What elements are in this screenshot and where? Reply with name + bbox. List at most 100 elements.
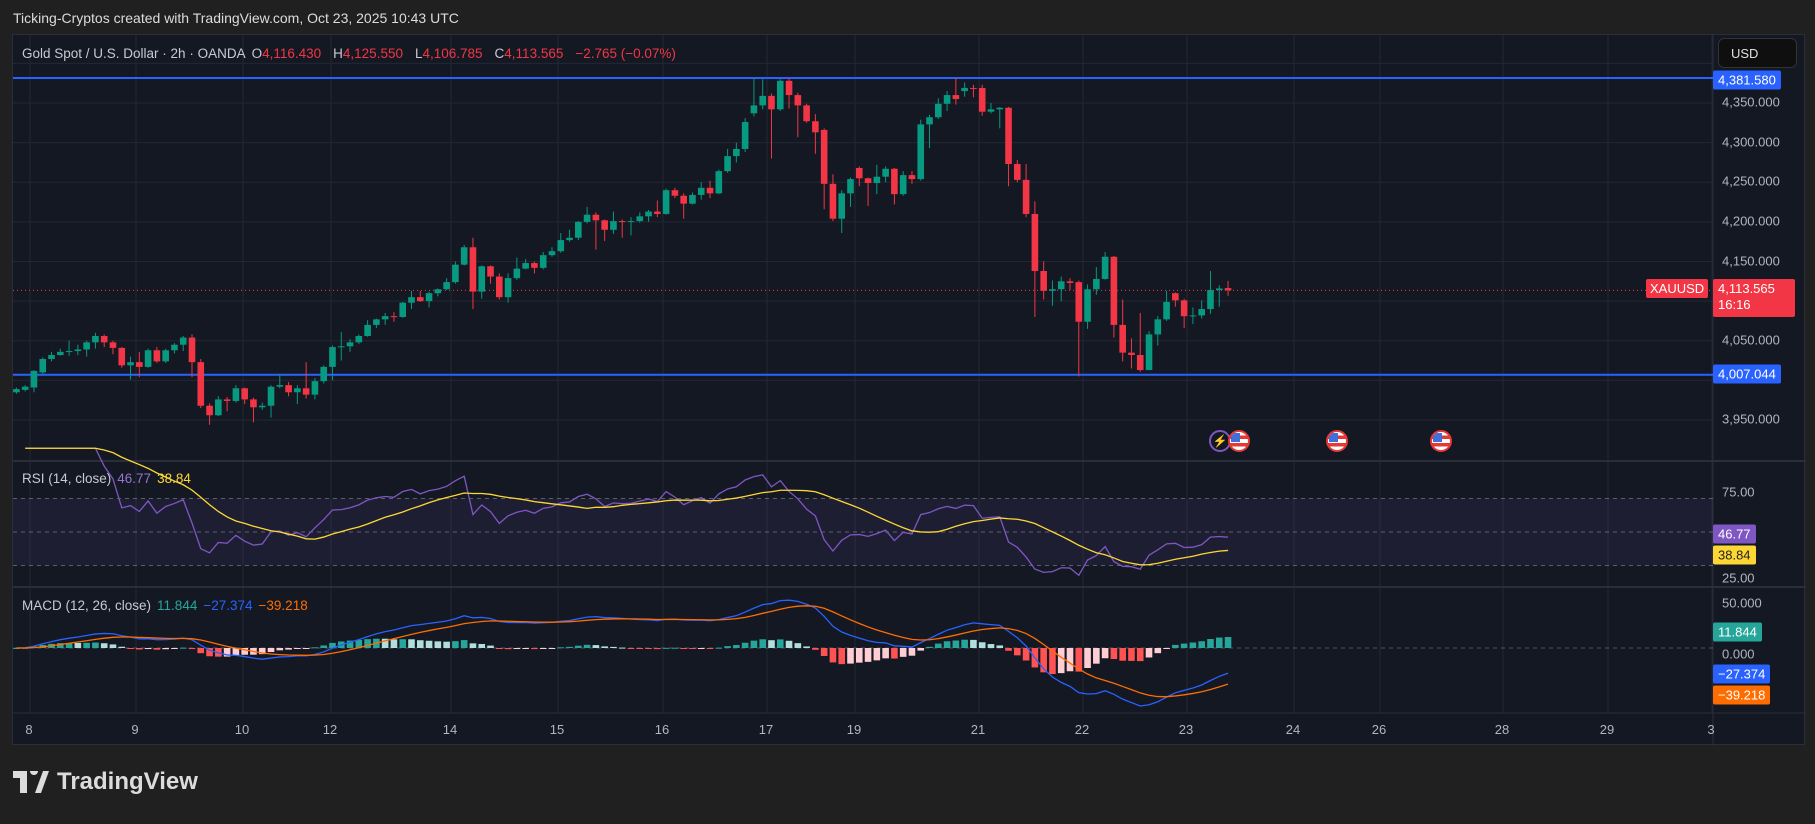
rsi-ma-label: 38.84 [1713, 545, 1756, 565]
candle [346, 342, 354, 347]
macd-histogram-bar [1154, 648, 1162, 654]
macd-histogram-bar [118, 646, 126, 648]
candle [1119, 324, 1126, 353]
symbol-legend: Gold Spot / U.S. Dollar · 2h · OANDA O4,1… [22, 46, 682, 61]
macd-histogram-bar [1049, 648, 1056, 675]
chart-plot[interactable] [13, 35, 1806, 746]
candle [285, 385, 292, 393]
candle [197, 362, 205, 406]
chart-header-title: Ticking-Cryptos created with TradingView… [13, 10, 459, 26]
macd-histogram-bar [496, 648, 503, 649]
rsi-tick-75: 75.00 [1722, 484, 1755, 500]
candle [522, 263, 529, 269]
macd-histogram-bar [232, 648, 240, 656]
candle [733, 148, 740, 157]
time-axis-label: 26 [1371, 722, 1387, 737]
macd-histogram-bar [162, 648, 169, 650]
candle [337, 346, 345, 348]
macd-histogram-bar [627, 648, 635, 649]
candle [548, 251, 556, 256]
symbol-price-tag: XAUUSD [1646, 279, 1709, 298]
macd-histogram-bar [478, 643, 486, 648]
symbol-name[interactable]: Gold Spot / U.S. Dollar · 2h · OANDA [22, 46, 246, 61]
macd-histogram-bar [715, 647, 723, 649]
open-value: 4,116.430 [262, 46, 322, 61]
candle [144, 350, 152, 367]
close-value: 4,113.565 [504, 46, 564, 61]
macd-histogram-bar [144, 648, 152, 650]
macd-histogram-bar [636, 648, 644, 649]
candle [74, 349, 82, 352]
candle [759, 95, 766, 106]
macd-histogram-bar [1172, 644, 1179, 648]
candle [469, 247, 477, 292]
level-label-top: 4,381.580 [1713, 70, 1781, 90]
candle [575, 221, 582, 238]
candle [30, 370, 38, 388]
macd-histogram-bar [513, 648, 521, 650]
macd-histogram-bar [390, 639, 398, 648]
macd-histogram-bar [733, 645, 740, 648]
candle [206, 405, 213, 416]
us-flag-icon[interactable] [1326, 430, 1348, 452]
macd-histogram-bar [1084, 648, 1091, 668]
macd-histogram-bar [1040, 648, 1047, 673]
macd-histogram-bar [223, 648, 231, 657]
candle [1075, 282, 1083, 322]
macd-histogram-bar [803, 646, 810, 648]
time-axis-label: 19 [846, 722, 862, 737]
candle [1014, 164, 1021, 180]
chart-frame[interactable] [12, 34, 1806, 746]
candle [83, 342, 90, 350]
macd-histogram-bar [1215, 637, 1223, 648]
candle [57, 351, 64, 356]
macd-histogram-bar [838, 648, 846, 665]
macd-histogram-bar [908, 648, 916, 656]
macd-histogram-bar [188, 648, 196, 650]
us-flag-icon[interactable] [1228, 430, 1250, 452]
rsi-title[interactable]: RSI (14, close) [22, 471, 112, 486]
candle [557, 240, 565, 252]
macd-histogram-bar [891, 648, 898, 659]
candle [109, 342, 117, 348]
candle [601, 220, 608, 230]
candle [1224, 288, 1232, 291]
candle [776, 80, 784, 110]
macd-histogram-bar [13, 648, 20, 649]
macd-histogram-bar [645, 648, 652, 649]
candle [513, 268, 521, 279]
macd-histogram-bar [899, 648, 907, 657]
candle [443, 282, 450, 290]
macd-histogram-bar [83, 642, 90, 648]
candle [65, 351, 73, 353]
candle [794, 95, 802, 106]
candle [1101, 256, 1109, 279]
candle [891, 168, 898, 195]
candle [539, 255, 547, 268]
macd-histogram-bar [970, 639, 977, 648]
macd-histogram-bar [987, 644, 995, 648]
macd-histogram-bar [171, 648, 178, 649]
tradingview-logo[interactable]: TradingView [13, 768, 198, 796]
time-axis-label: 10 [234, 722, 250, 737]
macd-histogram-bar [311, 647, 319, 649]
candle [908, 175, 916, 180]
candle [434, 289, 442, 294]
price-axis-label: 4,350.000 [1722, 94, 1780, 110]
us-flag-icon[interactable] [1430, 430, 1452, 452]
macd-histogram-bar [557, 647, 565, 649]
macd-histogram-bar [258, 648, 266, 655]
candle [662, 190, 670, 214]
macd-title[interactable]: MACD (12, 26, close) [22, 598, 152, 613]
candle [425, 293, 433, 302]
macd-signal-value: −39.218 [258, 598, 308, 613]
macd-histogram-bar [601, 646, 608, 648]
candle [987, 109, 995, 112]
candle [478, 266, 486, 292]
currency-button[interactable]: USD [1718, 38, 1797, 68]
candle [996, 107, 1004, 110]
candle [39, 358, 47, 373]
candle [21, 386, 29, 390]
candle [496, 276, 503, 298]
time-axis-label: 29 [1599, 722, 1615, 737]
